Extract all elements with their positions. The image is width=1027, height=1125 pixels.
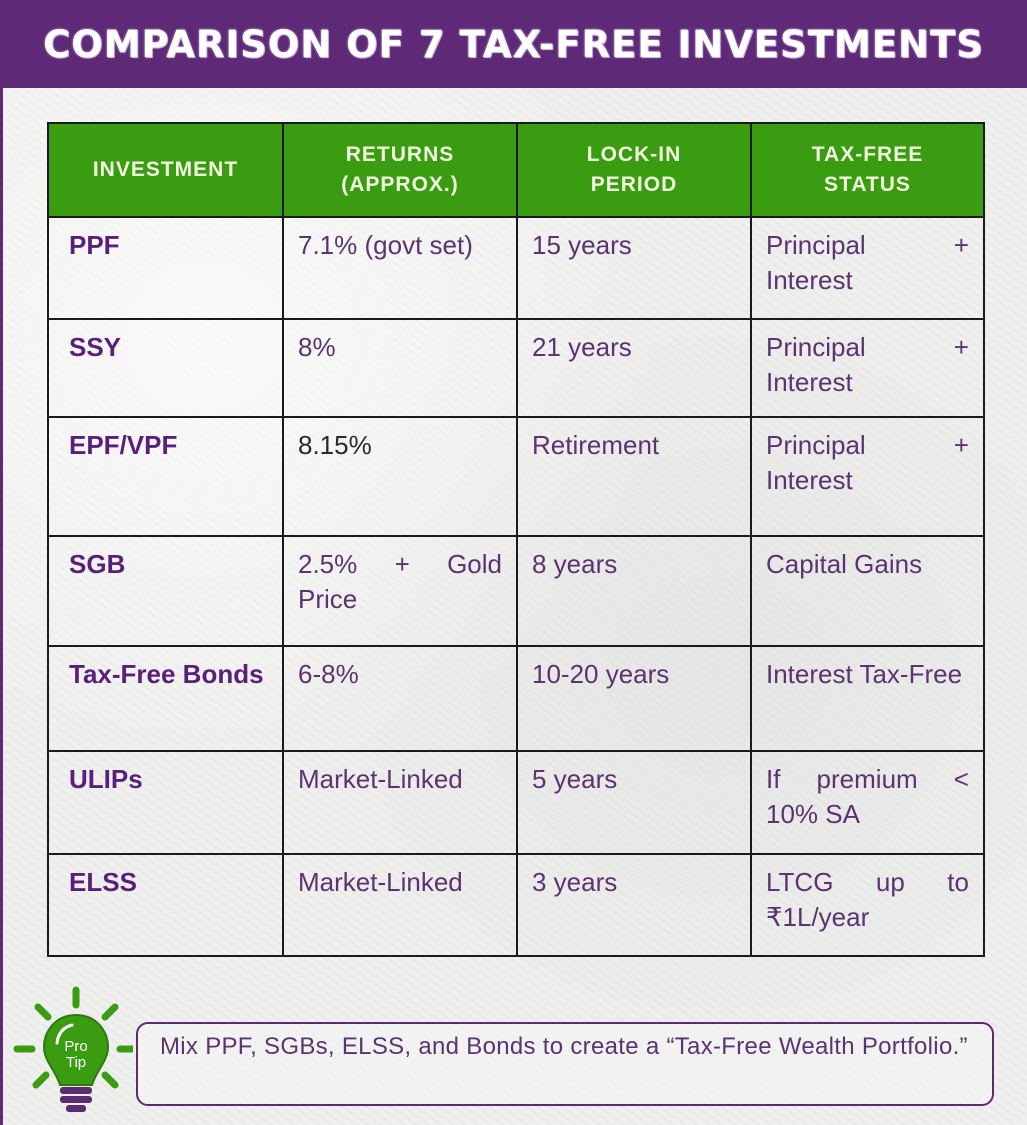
lightbulb-icon: Pro Tip	[13, 986, 133, 1112]
cell-returns: 8%	[282, 318, 518, 418]
cell-investment: SGB	[47, 535, 284, 647]
cell-investment: ULIPs	[47, 750, 284, 855]
table-row: SGB 2.5% + Gold Price 8 years Capital Ga…	[47, 535, 985, 647]
table-row: SSY 8% 21 years Principal + Interest	[47, 318, 985, 418]
left-border	[0, 0, 3, 1125]
table-header-row: INVESTMENT RETURNS (APPROX.) LOCK-IN PERIO…	[47, 122, 985, 218]
column-header-investment: INVESTMENT	[47, 122, 284, 218]
cell-lock-in: 3 years	[516, 853, 752, 957]
cell-investment: EPF/VPF	[47, 416, 284, 537]
cell-returns: 2.5% + Gold Price	[282, 535, 518, 647]
column-header-tax-free-status: TAX-FREE STATUS	[750, 122, 985, 218]
pro-tip-box	[136, 1022, 994, 1106]
cell-returns: Market-Linked	[282, 853, 518, 957]
cell-lock-in: 10-20 years	[516, 645, 752, 752]
cell-lock-in: 15 years	[516, 216, 752, 320]
header-banner	[0, 0, 1027, 88]
cell-lock-in: Retirement	[516, 416, 752, 537]
cell-investment: PPF	[47, 216, 284, 320]
table-row: Tax-Free Bonds 6-8% 10-20 years Interest…	[47, 645, 985, 752]
cell-returns: 6-8%	[282, 645, 518, 752]
cell-tax-free-status: Capital Gains	[750, 535, 985, 647]
cell-returns: Market-Linked	[282, 750, 518, 855]
cell-lock-in: 21 years	[516, 318, 752, 418]
column-header-lock-in: LOCK-IN PERIOD	[516, 122, 752, 218]
cell-lock-in: 5 years	[516, 750, 752, 855]
cell-tax-free-status: Principal + Interest	[750, 416, 985, 537]
cell-returns: 7.1% (govt set)	[282, 216, 518, 320]
cell-lock-in: 8 years	[516, 535, 752, 647]
cell-investment: Tax-Free Bonds	[47, 645, 284, 752]
comparison-table: INVESTMENT RETURNS (APPROX.) LOCK-IN PERIO…	[47, 122, 985, 957]
table-row: EPF/VPF 8.15% Retirement Principal + Int…	[47, 416, 985, 537]
pro-tip-text: Mix PPF, SGBs, ELSS, and Bonds to create…	[160, 1033, 968, 1060]
table-row: ELSS Market-Linked 3 years LTCG up to ₹1…	[47, 853, 985, 957]
table-row: PPF 7.1% (govt set) 15 years Principal +…	[47, 216, 985, 320]
pro-tip-badge-line1: Pro	[64, 1038, 87, 1055]
table-row: ULIPs Market-Linked 5 years If premium <…	[47, 750, 985, 855]
pro-tip-badge-line2: Tip	[66, 1054, 86, 1071]
cell-investment: ELSS	[47, 853, 284, 957]
cell-tax-free-status: LTCG up to ₹1L/year	[750, 853, 985, 957]
page-title: COMPARISON OF 7 TAX-FREE INVESTMENTS	[43, 22, 984, 66]
column-header-returns: RETURNS (APPROX.)	[282, 122, 518, 218]
cell-tax-free-status: Principal + Interest	[750, 216, 985, 320]
cell-tax-free-status: Interest Tax-Free	[750, 645, 985, 752]
cell-tax-free-status: If premium < 10% SA	[750, 750, 985, 855]
cell-tax-free-status: Principal + Interest	[750, 318, 985, 418]
cell-returns: 8.15%	[282, 416, 518, 537]
cell-investment: SSY	[47, 318, 284, 418]
